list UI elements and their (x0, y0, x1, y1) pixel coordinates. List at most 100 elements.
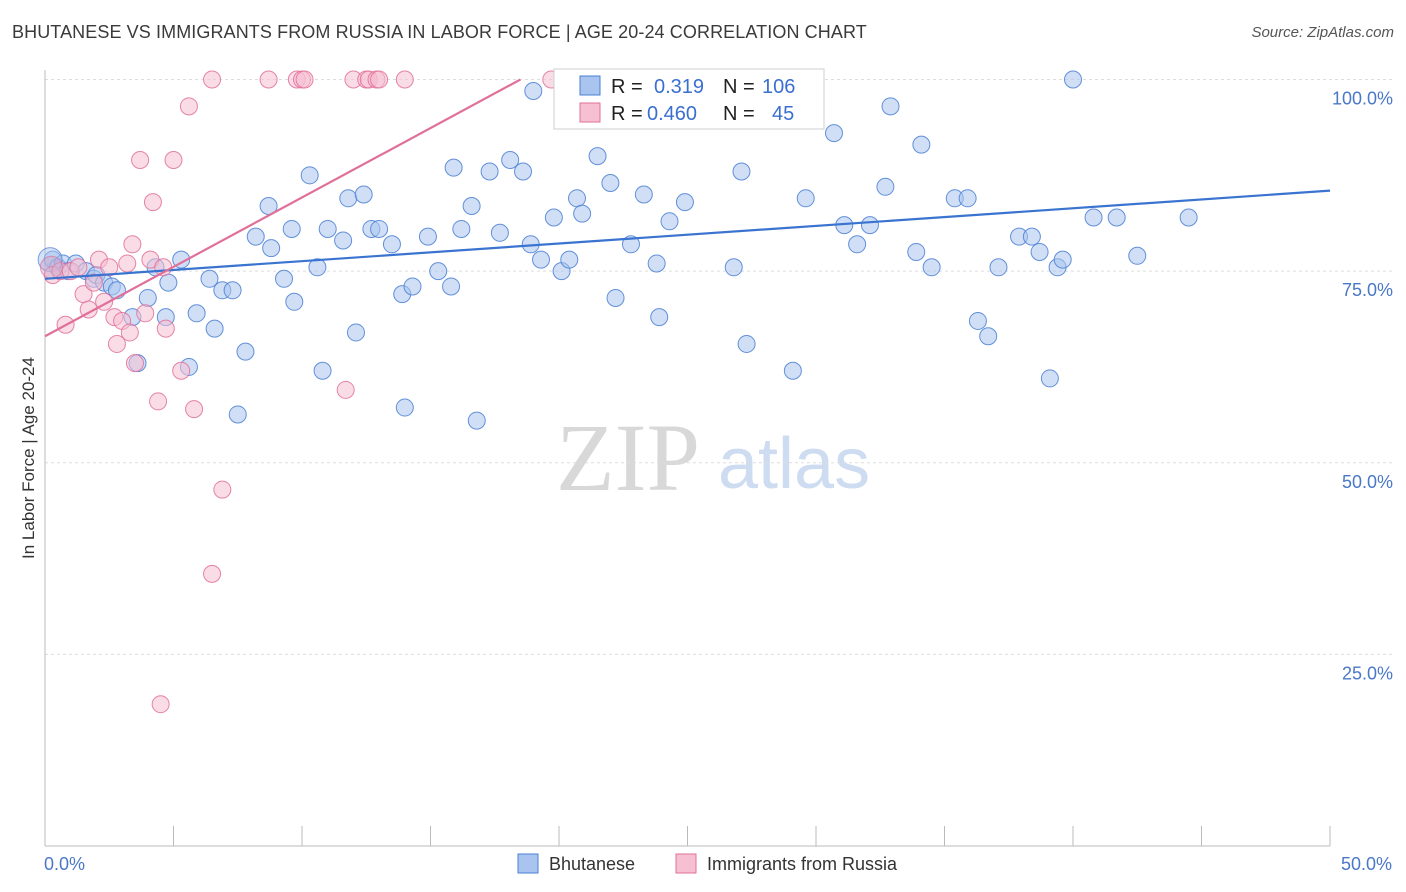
series-bhutanese-points (37, 70, 1198, 430)
bhutanese-point (634, 185, 653, 204)
y-tick-label: 100.0% (1332, 89, 1393, 109)
bhutanese-point (1179, 208, 1198, 227)
russia-point (123, 235, 142, 254)
bhutanese-point (467, 411, 486, 430)
series-legend: Bhutanese Immigrants from Russia (517, 853, 898, 874)
series-russia-points (39, 70, 561, 714)
bhutanese-point (462, 196, 481, 215)
bhutanese-point (532, 250, 551, 269)
bhutanese-point (138, 288, 157, 307)
bhutanese-point (860, 216, 879, 235)
watermark: ZIP atlas (556, 404, 870, 511)
russia-point (179, 97, 198, 116)
bhutanese-point (339, 189, 358, 208)
x-axis-ticks (173, 826, 1331, 846)
russia-point (149, 392, 168, 411)
bhutanese-point (660, 212, 679, 231)
legend-n-value-1: 106 (762, 76, 795, 98)
bhutanese-point (544, 208, 563, 227)
bhutanese-point (968, 311, 987, 330)
bhutanese-point (262, 239, 281, 258)
bhutanese-point (647, 254, 666, 273)
bottom-legend-swatch-blue (517, 853, 539, 874)
bhutanese-point (236, 342, 255, 361)
bhutanese-point (334, 231, 353, 250)
russia-point (100, 258, 119, 277)
y-axis-tick-labels: 25.0% 50.0% 75.0% 100.0% (1332, 89, 1393, 684)
russia-point (164, 150, 183, 169)
russia-point (156, 319, 175, 338)
bhutanese-point (588, 147, 607, 166)
bhutanese-point (1084, 208, 1103, 227)
russia-point (79, 300, 98, 319)
bhutanese-point (501, 150, 520, 169)
bhutanese-point (200, 269, 219, 288)
russia-point (213, 480, 232, 499)
bhutanese-point (881, 97, 900, 116)
bhutanese-point (1064, 70, 1082, 89)
bhutanese-point (824, 124, 843, 143)
bhutanese-point (1022, 227, 1041, 246)
russia-point (203, 70, 222, 89)
legend-n-label-2: N = (723, 103, 755, 125)
russia-point (172, 361, 191, 380)
bhutanese-point (1053, 250, 1072, 269)
bhutanese-point (228, 405, 247, 424)
russia-point (39, 255, 63, 279)
russia-point (203, 564, 222, 583)
chart-title: BHUTANESE VS IMMIGRANTS FROM RUSSIA IN L… (12, 22, 867, 42)
bhutanese-point (912, 135, 931, 154)
bhutanese-point (418, 227, 437, 246)
legend-n-label-1: N = (723, 76, 755, 98)
bhutanese-point (223, 281, 242, 300)
russia-point (151, 695, 170, 714)
russia-point (118, 254, 137, 273)
bhutanese-point (395, 398, 414, 417)
bhutanese-point (346, 323, 365, 342)
bhutanese-point (796, 189, 815, 208)
correlation-legend: R = 0.319 N = 106 R = 0.460 N = 45 (553, 68, 825, 130)
trend-line-russia (44, 78, 521, 338)
bhutanese-point (560, 250, 579, 269)
bhutanese-point (370, 219, 389, 238)
bhutanese-point (246, 227, 265, 246)
bhutanese-point (452, 219, 471, 238)
bhutanese-point (567, 189, 586, 208)
grid (45, 79, 1392, 655)
russia-point (185, 400, 204, 419)
bhutanese-point (979, 327, 998, 346)
bhutanese-point (1030, 242, 1049, 261)
trend-line-bhutanese (44, 189, 1331, 280)
russia-point (107, 334, 126, 353)
russia-point (336, 380, 355, 399)
watermark-atlas: atlas (718, 424, 870, 504)
bhutanese-point (403, 277, 422, 296)
russia-point (136, 304, 155, 323)
russia-point (143, 193, 162, 212)
bottom-legend-swatch-pink (675, 853, 697, 874)
russia-point (131, 150, 150, 169)
bhutanese-point (675, 193, 694, 212)
bhutanese-point (300, 166, 319, 185)
bhutanese-point (650, 308, 669, 327)
bhutanese-point (848, 235, 867, 254)
russia-point (120, 323, 139, 342)
bhutanese-point (159, 273, 178, 292)
bhutanese-point (606, 288, 625, 307)
bhutanese-point (1040, 369, 1059, 388)
bhutanese-point (354, 185, 373, 204)
bhutanese-point (382, 235, 401, 254)
bhutanese-point (989, 258, 1008, 277)
x-tick-label-min: 0.0% (44, 854, 85, 874)
bhutanese-point (724, 258, 743, 277)
bottom-legend-russia: Immigrants from Russia (707, 854, 898, 874)
russia-point (125, 354, 144, 373)
bhutanese-point (514, 162, 533, 181)
y-tick-label: 25.0% (1342, 663, 1393, 683)
bhutanese-point (1128, 246, 1147, 265)
bhutanese-point (876, 177, 895, 196)
legend-n-value-2: 45 (772, 103, 794, 125)
bhutanese-point (524, 81, 543, 100)
legend-swatch-pink (579, 102, 601, 123)
